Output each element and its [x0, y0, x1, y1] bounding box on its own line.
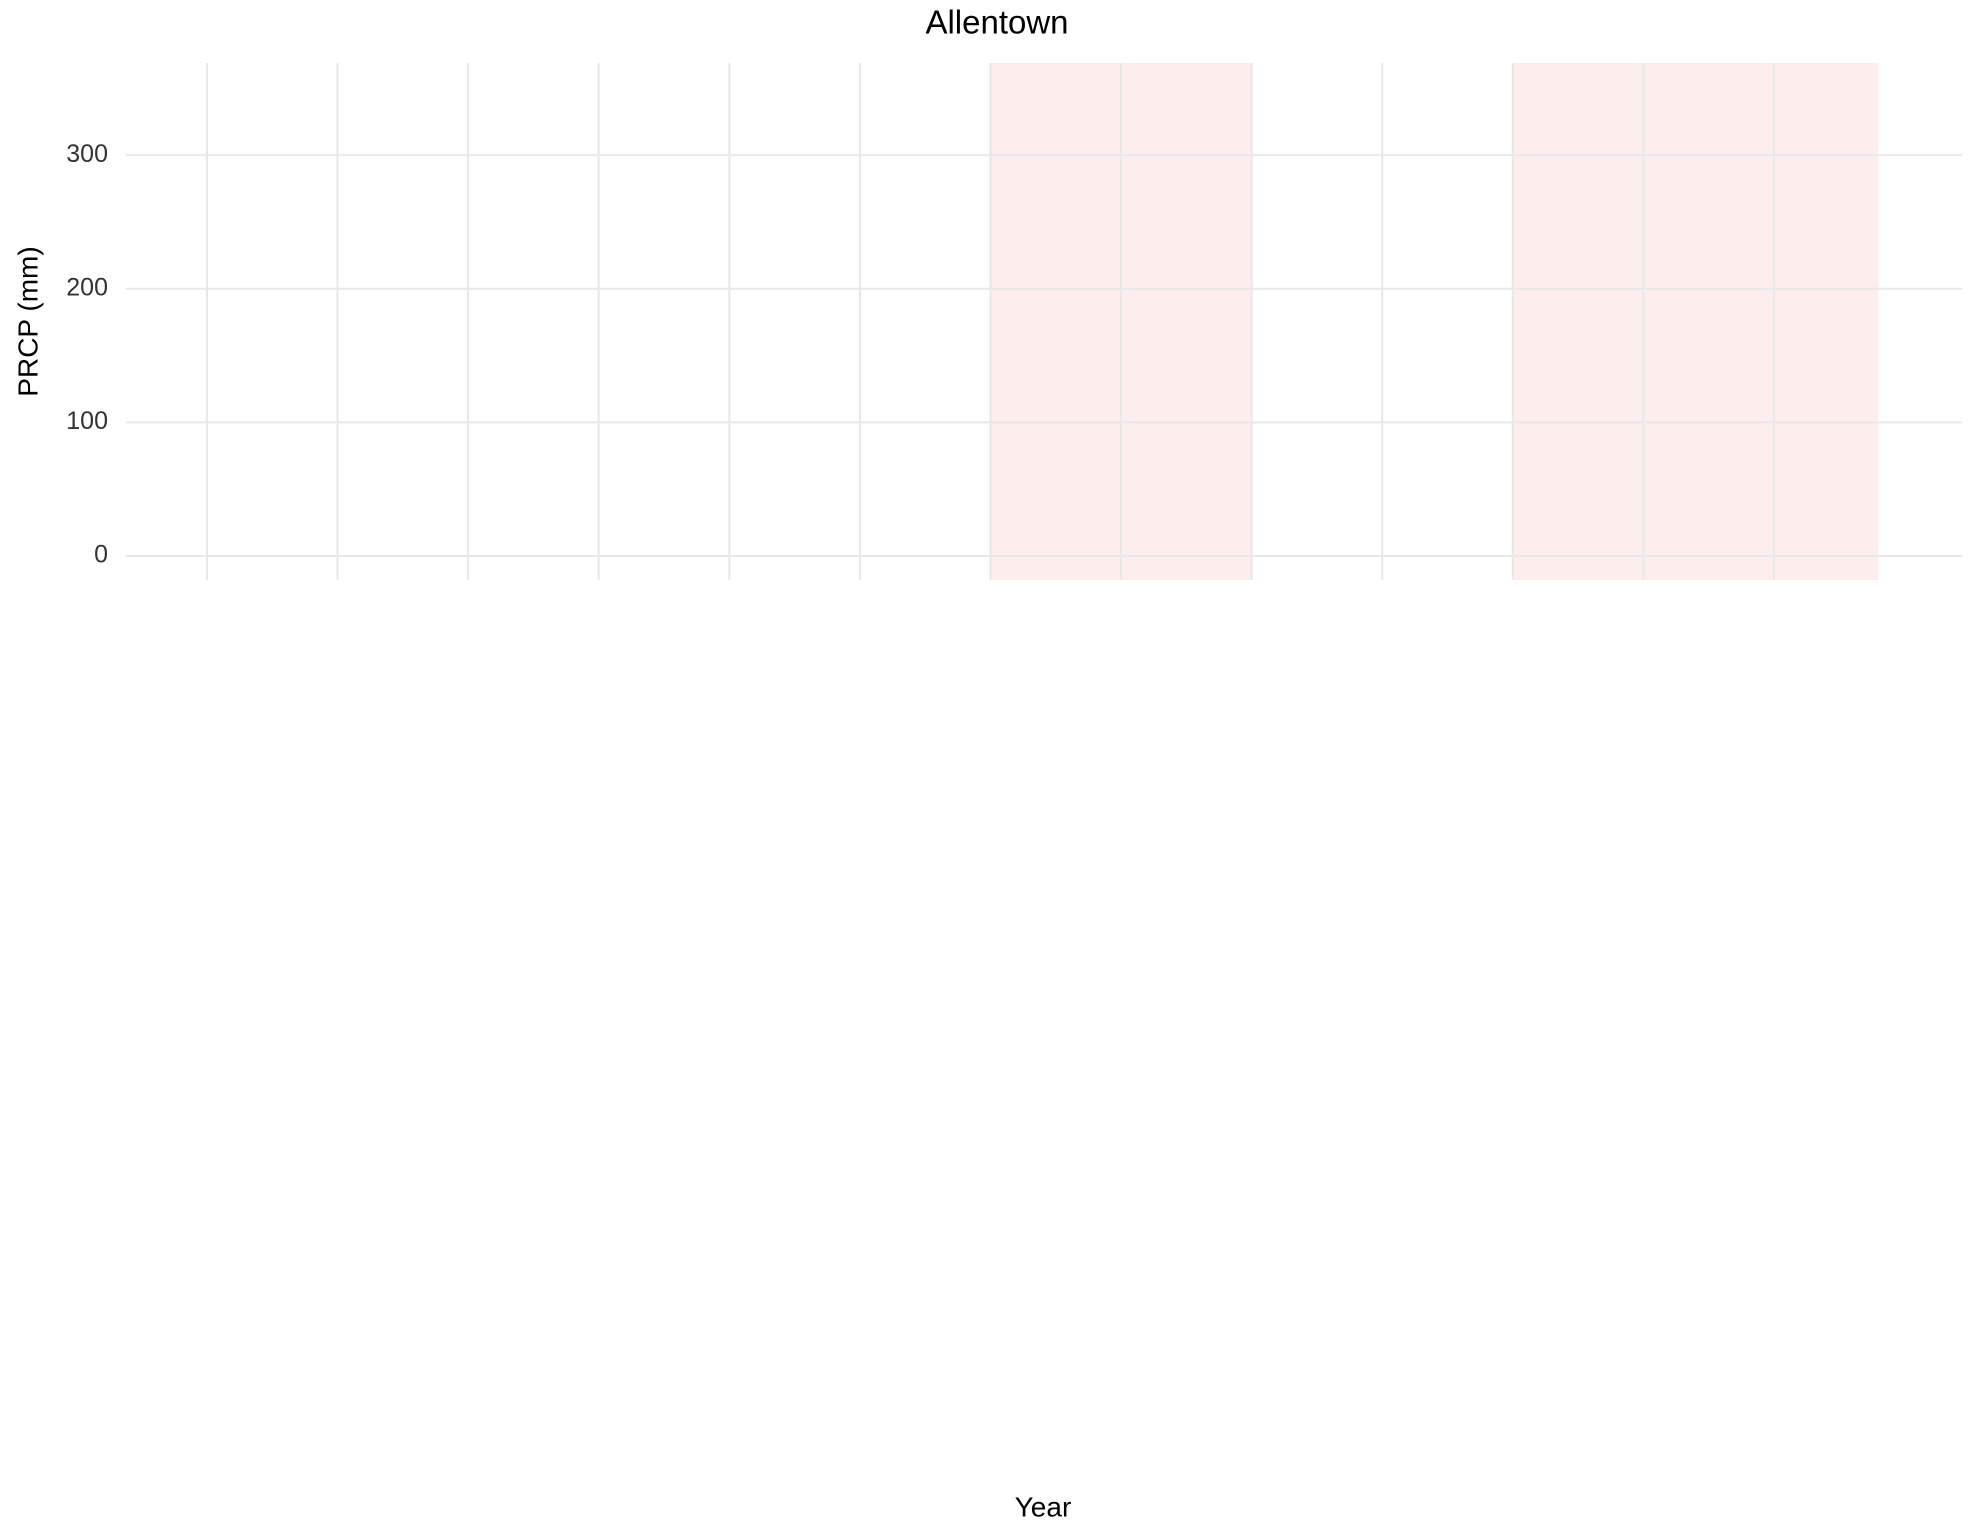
period-shade [1512, 63, 1879, 580]
y-tick-label: 300 [66, 140, 108, 168]
chart-title: Allentown [925, 4, 1068, 41]
y-tick-label: 0 [94, 541, 108, 569]
y-tick-label: 100 [66, 407, 108, 435]
y-axis-title: PRCP (mm) [12, 246, 43, 396]
x-axis-title: Year [1015, 1491, 1072, 1522]
y-tick-label: 200 [66, 273, 108, 301]
